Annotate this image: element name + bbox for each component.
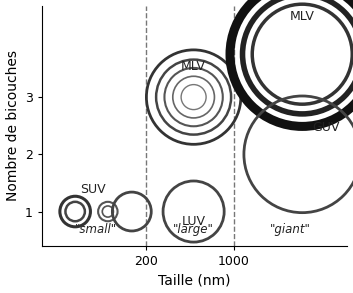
Text: SUV: SUV xyxy=(80,183,106,195)
Text: "giant": "giant" xyxy=(270,223,311,236)
Text: MLV: MLV xyxy=(290,10,315,23)
Text: "large": "large" xyxy=(173,223,214,236)
Text: "small": "small" xyxy=(74,223,117,236)
Text: MLV: MLV xyxy=(181,60,206,73)
X-axis label: Taille (nm): Taille (nm) xyxy=(158,273,231,287)
Text: LUV: LUV xyxy=(181,214,205,228)
Y-axis label: Nombre de bicouches: Nombre de bicouches xyxy=(6,50,19,201)
Text: GUV: GUV xyxy=(312,121,340,134)
